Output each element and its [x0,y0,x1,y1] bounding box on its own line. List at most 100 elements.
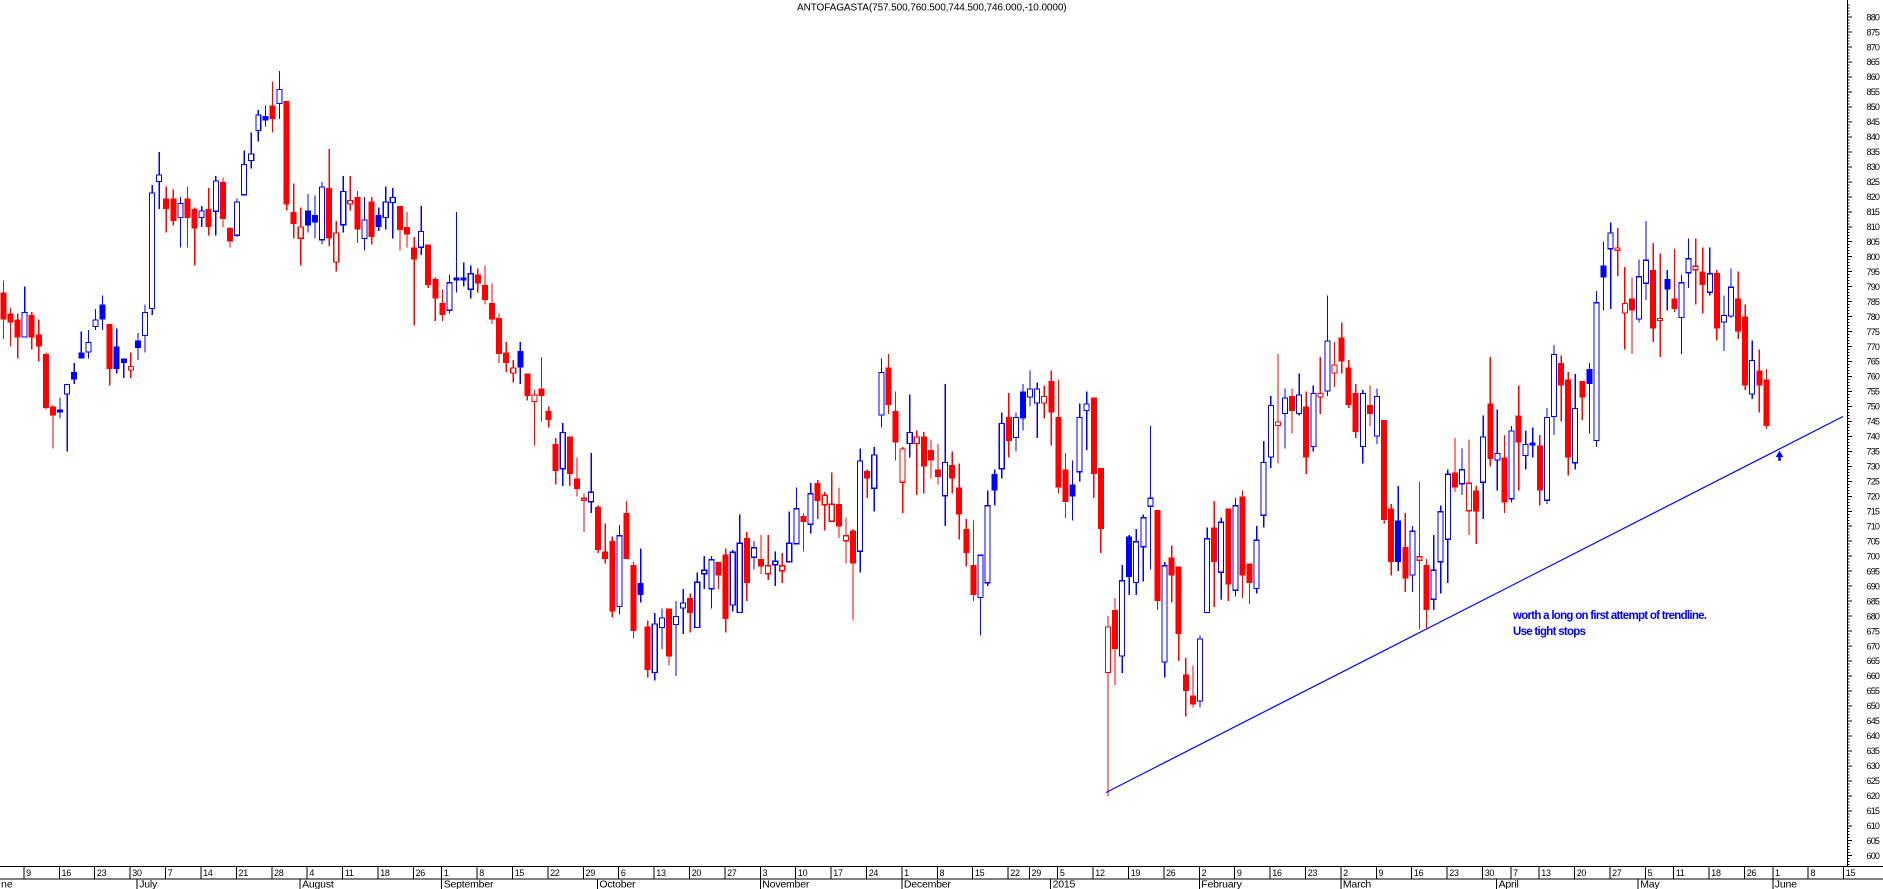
svg-text:18: 18 [380,868,390,878]
svg-text:800: 800 [1867,252,1880,262]
svg-text:1: 1 [1775,868,1780,878]
svg-text:845: 845 [1867,117,1880,127]
svg-text:745: 745 [1867,417,1880,427]
svg-text:30: 30 [1485,868,1495,878]
svg-text:780: 780 [1867,312,1880,322]
svg-text:ANTOFAGASTA(757.500,760.500,74: ANTOFAGASTA(757.500,760.500,744.500,746.… [797,3,1067,14]
svg-text:720: 720 [1867,492,1880,502]
svg-text:22: 22 [550,868,560,878]
svg-text:1: 1 [904,868,909,878]
svg-text:770: 770 [1867,342,1880,352]
svg-text:755: 755 [1867,387,1880,397]
svg-text:5: 5 [1060,868,1065,878]
svg-text:17: 17 [833,868,843,878]
svg-text:16: 16 [62,868,72,878]
svg-text:July: July [139,879,158,889]
svg-text:880: 880 [1867,12,1880,22]
svg-text:835: 835 [1867,147,1880,157]
svg-text:20: 20 [692,868,702,878]
svg-text:26: 26 [1166,868,1176,878]
svg-text:7: 7 [168,868,173,878]
svg-text:19: 19 [1131,868,1141,878]
svg-text:860: 860 [1867,72,1880,82]
svg-text:December: December [904,879,952,889]
svg-text:670: 670 [1867,641,1880,651]
svg-text:715: 715 [1867,507,1880,517]
svg-text:850: 850 [1867,102,1880,112]
svg-text:23: 23 [1449,868,1459,878]
svg-text:27: 27 [1612,868,1622,878]
svg-text:615: 615 [1867,806,1880,816]
svg-text:3: 3 [763,868,768,878]
svg-text:740: 740 [1867,432,1880,442]
svg-text:645: 645 [1867,716,1880,726]
svg-text:870: 870 [1867,42,1880,52]
svg-text:13: 13 [656,868,666,878]
svg-text:29: 29 [1032,868,1042,878]
svg-text:7: 7 [1513,868,1518,878]
svg-text:610: 610 [1867,821,1880,831]
svg-text:750: 750 [1867,402,1880,412]
svg-text:635: 635 [1867,746,1880,756]
svg-text:830: 830 [1867,162,1880,172]
svg-text:February: February [1201,879,1242,889]
svg-text:760: 760 [1867,372,1880,382]
svg-text:725: 725 [1867,477,1880,487]
svg-text:685: 685 [1867,596,1880,606]
svg-text:10: 10 [798,868,808,878]
svg-text:16: 16 [1272,868,1282,878]
svg-text:655: 655 [1867,686,1880,696]
svg-text:20: 20 [1577,868,1587,878]
svg-text:22: 22 [1010,868,1020,878]
svg-text:665: 665 [1867,656,1880,666]
svg-text:13: 13 [1541,868,1551,878]
svg-text:May: May [1640,879,1660,889]
svg-text:735: 735 [1867,447,1880,457]
svg-text:September: September [444,879,494,889]
svg-text:5: 5 [1648,868,1653,878]
svg-text:810: 810 [1867,222,1880,232]
svg-text:August: August [302,879,334,889]
svg-text:2: 2 [1202,868,1207,878]
svg-text:9: 9 [1379,868,1384,878]
svg-text:Use tight stops: Use tight stops [1513,626,1586,638]
svg-text:15: 15 [975,868,985,878]
svg-text:700: 700 [1867,551,1880,561]
svg-text:29: 29 [586,868,596,878]
svg-text:2: 2 [1343,868,1348,878]
svg-text:11: 11 [1676,868,1685,878]
svg-text:695: 695 [1867,566,1880,576]
svg-text:675: 675 [1867,626,1880,636]
svg-text:855: 855 [1867,87,1880,97]
svg-text:24: 24 [869,868,879,878]
svg-text:28: 28 [274,868,284,878]
svg-text:640: 640 [1867,731,1880,741]
svg-text:9: 9 [1237,868,1242,878]
svg-text:775: 775 [1867,327,1880,337]
svg-text:6: 6 [621,868,626,878]
svg-text:April: April [1499,879,1519,889]
svg-text:23: 23 [97,868,107,878]
svg-text:820: 820 [1867,192,1880,202]
svg-text:865: 865 [1867,57,1880,67]
svg-text:8: 8 [1810,868,1815,878]
svg-text:26: 26 [416,868,426,878]
svg-text:26: 26 [1747,868,1757,878]
svg-text:650: 650 [1867,701,1880,711]
svg-text:March: March [1343,879,1372,889]
svg-text:620: 620 [1867,791,1880,801]
svg-text:765: 765 [1867,357,1880,367]
svg-text:790: 790 [1867,282,1880,292]
svg-text:27: 27 [727,868,737,878]
svg-text:8: 8 [479,868,484,878]
svg-text:600: 600 [1867,851,1880,861]
svg-text:825: 825 [1867,177,1880,187]
svg-text:795: 795 [1867,267,1880,277]
svg-text:840: 840 [1867,132,1880,142]
svg-text:15: 15 [1846,868,1856,878]
svg-text:2015: 2015 [1053,879,1076,889]
svg-text:660: 660 [1867,671,1880,681]
svg-text:8: 8 [940,868,945,878]
svg-text:680: 680 [1867,611,1880,621]
svg-text:worth a long on first attempt: worth a long on first attempt of trendli… [1512,610,1707,622]
